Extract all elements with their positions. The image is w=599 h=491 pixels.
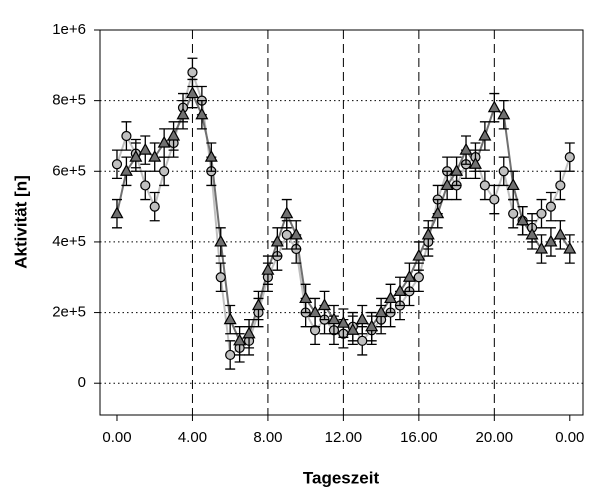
y-tick-label: 4e+5 xyxy=(52,233,86,250)
circle-marker xyxy=(281,229,292,240)
triangle-marker xyxy=(242,326,256,339)
circle-marker xyxy=(187,67,198,78)
triangle-marker xyxy=(431,206,445,219)
triangle-marker xyxy=(384,291,398,304)
y-axis-label: Aktivität [n] xyxy=(11,175,30,269)
triangle-marker xyxy=(402,270,416,282)
triangle-marker xyxy=(516,213,530,226)
y-tick-label: 2e+5 xyxy=(52,304,86,321)
circle-marker xyxy=(564,152,575,163)
circle-marker xyxy=(555,180,566,191)
circle-marker xyxy=(121,130,132,142)
triangle-marker xyxy=(251,298,265,311)
triangle-marker xyxy=(355,312,369,325)
circle-marker xyxy=(479,180,490,191)
triangle-marker xyxy=(157,135,171,148)
triangle-marker xyxy=(214,234,228,247)
y-tick-label: 1e+6 xyxy=(52,21,86,38)
circle-marker xyxy=(159,166,170,177)
triangle-marker xyxy=(185,86,199,99)
triangle-marker xyxy=(506,178,520,191)
triangle-marker xyxy=(440,178,454,191)
circle-marker xyxy=(149,201,160,212)
y-tick-label: 6e+5 xyxy=(52,162,86,179)
circle-marker xyxy=(140,180,151,191)
x-tick-label: 4.00 xyxy=(178,429,207,446)
triangle-marker xyxy=(327,312,341,325)
triangle-marker xyxy=(176,107,190,120)
triangle-marker xyxy=(289,227,303,240)
triangle-marker xyxy=(308,305,322,318)
triangle-marker xyxy=(223,312,237,325)
triangle-marker xyxy=(318,298,332,311)
triangle-marker xyxy=(346,322,360,335)
triangle-marker xyxy=(270,234,284,247)
triangle-marker xyxy=(299,291,313,304)
circle-marker xyxy=(357,335,368,346)
triangle-marker xyxy=(553,227,567,240)
circle-marker xyxy=(498,166,509,177)
triangle-marker xyxy=(563,241,577,254)
triangle-marker xyxy=(167,128,181,141)
circle-marker xyxy=(536,208,547,219)
triangle-marker xyxy=(119,164,133,176)
triangle-marker xyxy=(148,149,162,162)
triangle-marker xyxy=(233,333,247,346)
triangle-marker xyxy=(374,305,388,318)
x-tick-label: 0.00 xyxy=(102,429,131,446)
circle-marker xyxy=(413,272,424,283)
triangle-marker xyxy=(468,156,482,169)
y-tick-label: 8e+5 xyxy=(52,92,86,109)
triangle-marker xyxy=(393,284,407,296)
circle-marker xyxy=(545,201,557,212)
triangle-marker xyxy=(195,107,209,120)
x-tick-label: 20.00 xyxy=(476,429,514,446)
triangle-marker xyxy=(365,319,379,332)
triangle-marker xyxy=(138,142,152,155)
triangle-marker xyxy=(544,234,558,247)
circle-marker xyxy=(489,194,500,205)
triangle-marker xyxy=(412,248,426,261)
x-tick-label: 0.00 xyxy=(555,429,584,446)
triangle-marker xyxy=(204,149,218,162)
triangle-marker xyxy=(450,164,464,176)
triangle-marker xyxy=(280,206,294,219)
triangle-marker xyxy=(497,107,511,120)
circle-marker xyxy=(508,208,519,219)
triangle-marker xyxy=(525,227,539,240)
triangle-marker xyxy=(534,241,549,254)
circle-marker xyxy=(111,159,123,170)
circle-marker xyxy=(215,272,226,283)
x-tick-label: 16.00 xyxy=(400,429,438,446)
triangle-marker xyxy=(129,149,143,162)
triangle-marker xyxy=(459,142,473,155)
triangle-marker xyxy=(421,227,435,240)
circle-marker xyxy=(225,349,236,361)
y-tick-label: 0 xyxy=(78,374,86,391)
triangle-marker xyxy=(478,128,492,141)
x-tick-label: 8.00 xyxy=(253,429,282,446)
plot-frame xyxy=(99,29,584,416)
triangle-marker xyxy=(336,315,350,328)
triangle-marker xyxy=(261,262,275,275)
triangle-marker xyxy=(110,206,124,219)
x-tick-label: 12.00 xyxy=(325,429,363,446)
x-axis-label: Tageszeit xyxy=(303,468,380,487)
triangle-marker xyxy=(487,100,501,113)
